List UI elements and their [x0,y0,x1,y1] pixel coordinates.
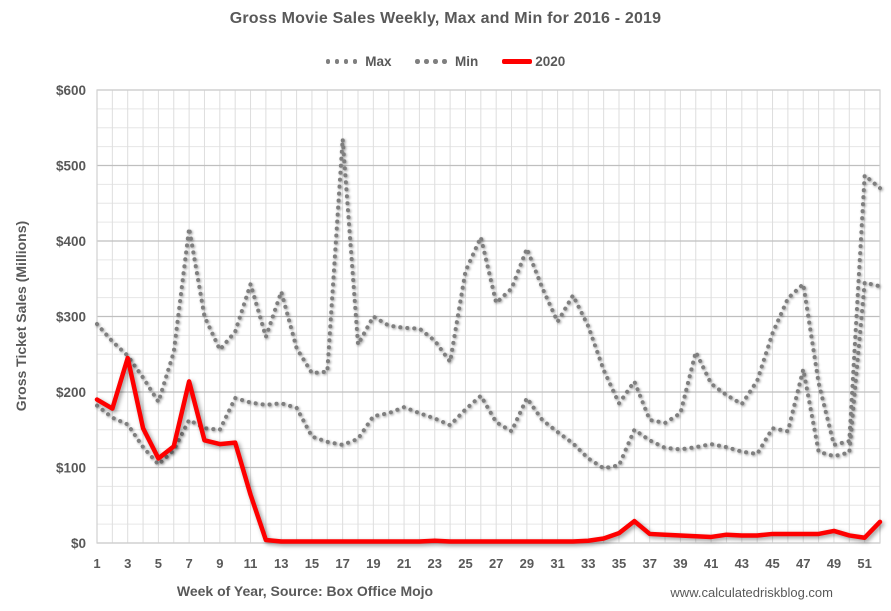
x-tick-label: 43 [735,556,749,571]
legend-label-2020: 2020 [535,54,566,69]
x-tick-label: 1 [93,556,100,571]
legend-item-2020: 2020 [502,54,565,69]
max-dotted-swatch [325,59,358,64]
x-tick-label: 5 [155,556,162,571]
x-tick-label: 35 [612,556,626,571]
y-tick-labels: $0 $100 $200 $300 $400 $500 $600 [56,83,86,551]
legend-label-max: Max [365,54,392,69]
x-tick-label: 13 [274,556,288,571]
x-tick-label: 19 [366,556,380,571]
y-axis-title: Gross Ticket Sales (Millions) [13,220,29,412]
x-tick-label: 11 [244,556,258,571]
x-tick-label: 37 [642,556,656,571]
x-tick-label: 25 [458,556,472,571]
chart-title: Gross Movie Sales Weekly, Max and Min fo… [229,10,662,27]
x-tick-label: 9 [216,556,223,571]
x-tick-label: 7 [186,556,193,571]
x-tick-label: 45 [765,556,779,571]
max-series-line [95,137,882,447]
y-tick-label: $200 [56,385,86,400]
x-tick-label: 17 [335,556,349,571]
y-tick-label: $0 [71,536,86,551]
min-dotted-swatch [415,59,447,64]
series-2020-line [94,355,883,544]
x-tick-label: 29 [520,556,534,571]
min-series-line [95,280,882,471]
y-tick-label: $600 [56,83,86,98]
x-tick-label: 51 [857,556,871,571]
x-tick-label: 31 [550,556,564,571]
y-tick-label: $100 [56,461,86,476]
watermark-link: www.calculatedriskblog.com [670,585,833,600]
x-tick-label: 33 [581,556,595,571]
x-tick-label: 3 [124,556,131,571]
x-tick-label: 39 [673,556,687,571]
y-tick-label: $400 [56,234,86,249]
x-tick-label: 41 [704,556,718,571]
x-tick-label: 23 [428,556,442,571]
legend-label-min: Min [454,54,479,69]
gridlines-major [97,89,880,544]
legend-item-min: Min [415,54,478,69]
x-tick-label: 47 [796,556,810,571]
legend-item-max: Max [325,54,392,69]
x-tick-label: 49 [827,556,841,571]
y-tick-label: $300 [56,310,86,325]
gridlines-minor [97,108,880,525]
legend: Max Min 2020 [0,54,891,69]
x-tick-labels: 1 3 5 7 9 11 13 15 17 19 21 23 25 27 29 31 33 35 37 39 41 43 4… [93,556,871,571]
2020-line-swatch [502,59,533,64]
x-tick-label: 15 [305,556,319,571]
x-tick-label: 21 [397,556,411,571]
x-tick-label: 27 [489,556,503,571]
y-tick-label: $500 [56,159,86,174]
x-axis-title: Week of Year, Source: Box Office Mojo [176,583,434,599]
